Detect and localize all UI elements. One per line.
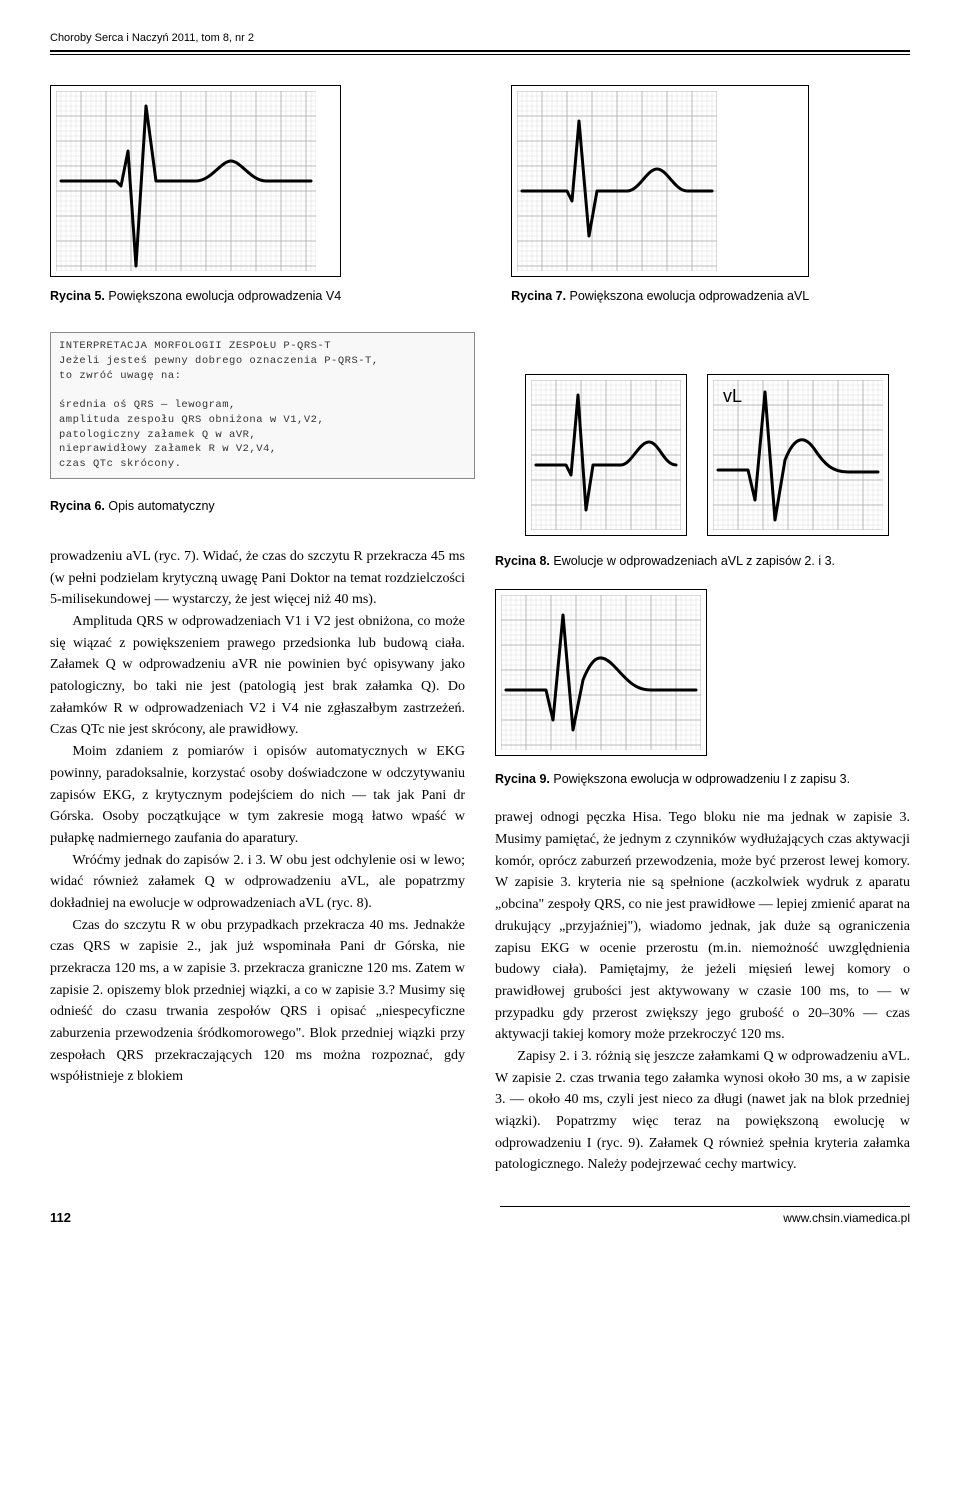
figure-8-block-imgs: vL xyxy=(525,374,889,536)
figure-row-top: Rycina 5. Powiększona ewolucja odprowadz… xyxy=(50,85,910,326)
para-r1: prawej odnogi pęczka Hisa. Tego bloku ni… xyxy=(495,807,910,1046)
ecg-avl-3-svg: vL xyxy=(713,380,883,530)
figure-6-text: Opis automatyczny xyxy=(105,499,215,513)
figure-7-caption: Rycina 7. Powiększona ewolucja odprowadz… xyxy=(511,287,809,306)
column-right: Rycina 8. Ewolucje w odprowadzeniach aVL… xyxy=(495,546,910,1176)
figure-9-text: Powiększona ewolucja w odprowadzeniu I z… xyxy=(550,772,850,786)
figure-5-image xyxy=(50,85,341,277)
figure-6-block: INTERPRETACJA MORFOLOGII ZESPOŁU P-QRS-T… xyxy=(50,332,475,536)
footer-url: www.chsin.viamedica.pl xyxy=(500,1206,910,1228)
svg-text:vL: vL xyxy=(723,386,742,406)
running-head: Choroby Serca i Naczyń 2011, tom 8, nr 2 xyxy=(50,30,910,52)
para-l2: Amplituda QRS w odprowadzeniach V1 i V2 … xyxy=(50,611,465,741)
figure-5-label: Rycina 5. xyxy=(50,289,105,303)
running-head-rule xyxy=(50,54,910,55)
ecg-avl-2-svg xyxy=(531,380,681,530)
figure-8-caption-wrap: Rycina 8. Ewolucje w odprowadzeniach aVL… xyxy=(495,552,910,789)
body-columns: prowadzeniu aVL (ryc. 7). Widać, że czas… xyxy=(50,546,910,1176)
figure-7-image xyxy=(511,85,809,277)
para-r2: Zapisy 2. i 3. różnią się jeszcze załamk… xyxy=(495,1046,910,1176)
figure-7-block: Rycina 7. Powiększona ewolucja odprowadz… xyxy=(511,85,809,326)
column-left: prowadzeniu aVL (ryc. 7). Widać, że czas… xyxy=(50,546,465,1176)
para-l1: prowadzeniu aVL (ryc. 7). Widać, że czas… xyxy=(50,546,465,611)
interpretation-printout: INTERPRETACJA MORFOLOGII ZESPOŁU P-QRS-T… xyxy=(50,332,475,478)
figure-5-caption: Rycina 5. Powiększona ewolucja odprowadz… xyxy=(50,287,341,306)
ecg-avl-svg xyxy=(517,91,717,271)
ecg-v4-svg xyxy=(56,91,316,271)
para-l4: Wróćmy jednak do zapisów 2. i 3. W obu j… xyxy=(50,850,465,915)
para-l3: Moim zdaniem z pomiarów i opisów automat… xyxy=(50,741,465,849)
figure-9-image xyxy=(495,589,707,756)
figure-8a-image xyxy=(525,374,687,536)
figure-8-caption: Rycina 8. Ewolucje w odprowadzeniach aVL… xyxy=(495,552,910,571)
page-footer: 112 www.chsin.viamedica.pl xyxy=(50,1206,910,1228)
figure-row-mid: INTERPRETACJA MORFOLOGII ZESPOŁU P-QRS-T… xyxy=(50,332,910,536)
figure-5-text: Powiększona ewolucja odprowadzenia V4 xyxy=(105,289,341,303)
figure-9-label: Rycina 9. xyxy=(495,772,550,786)
figure-8-label: Rycina 8. xyxy=(495,554,550,568)
figure-6-label: Rycina 6. xyxy=(50,499,105,513)
figure-5-block: Rycina 5. Powiększona ewolucja odprowadz… xyxy=(50,85,341,326)
para-l5: Czas do szczytu R w obu przypadkach prze… xyxy=(50,915,465,1089)
ecg-lead-i-svg xyxy=(501,595,701,750)
figure-9-caption: Rycina 9. Powiększona ewolucja w odprowa… xyxy=(495,770,910,789)
figure-8b-image: vL xyxy=(707,374,889,536)
figure-7-label: Rycina 7. xyxy=(511,289,566,303)
page-number: 112 xyxy=(50,1208,71,1228)
figure-6-caption: Rycina 6. Opis automatyczny xyxy=(50,497,475,516)
figure-8-text: Ewolucje w odprowadzeniach aVL z zapisów… xyxy=(550,554,835,568)
figure-7-text: Powiększona ewolucja odprowadzenia aVL xyxy=(566,289,809,303)
